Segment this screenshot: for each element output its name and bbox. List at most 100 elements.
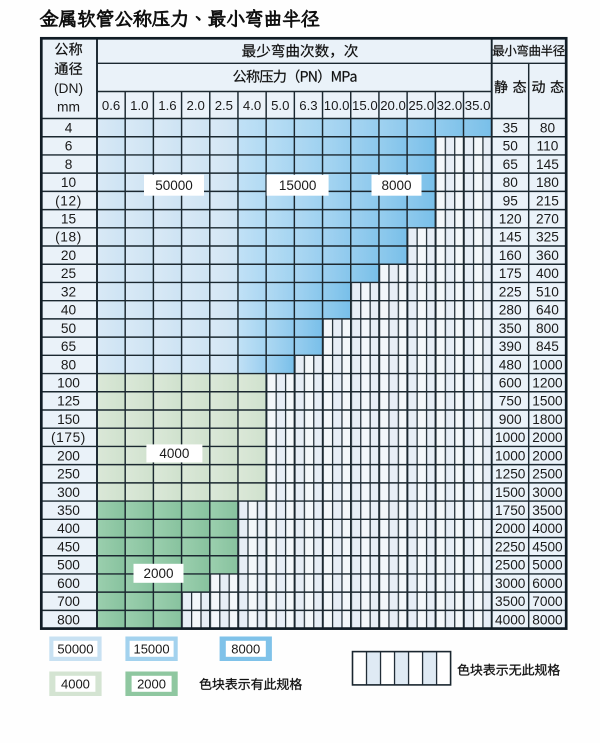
svg-text:4.0: 4.0	[243, 98, 261, 113]
svg-text:400: 400	[57, 521, 80, 536]
svg-text:400: 400	[536, 266, 559, 281]
svg-text:80: 80	[61, 357, 77, 372]
svg-text:50: 50	[61, 321, 77, 336]
svg-text:50000: 50000	[155, 178, 193, 193]
svg-text:95: 95	[503, 193, 519, 208]
svg-text:750: 750	[499, 394, 522, 409]
svg-text:390: 390	[499, 339, 522, 354]
svg-text:900: 900	[499, 412, 522, 427]
svg-text:25: 25	[61, 266, 77, 281]
svg-text:200: 200	[57, 448, 80, 463]
svg-text:7000: 7000	[532, 594, 563, 609]
svg-text:80: 80	[540, 120, 556, 135]
svg-text:10.0: 10.0	[324, 98, 350, 113]
svg-text:2000: 2000	[137, 676, 166, 691]
svg-text:1250: 1250	[495, 467, 526, 482]
svg-text:10: 10	[61, 175, 77, 190]
svg-text:(DN): (DN)	[54, 81, 83, 96]
svg-text:2000: 2000	[143, 566, 173, 581]
svg-text:(12): (12)	[55, 193, 82, 208]
svg-text:2250: 2250	[495, 539, 526, 554]
svg-text:1200: 1200	[532, 375, 563, 390]
svg-text:20.0: 20.0	[380, 98, 406, 113]
svg-text:0.6: 0.6	[102, 98, 120, 113]
svg-text:1.6: 1.6	[158, 98, 176, 113]
svg-text:175: 175	[499, 266, 522, 281]
svg-text:4000: 4000	[495, 612, 526, 627]
svg-text:8000: 8000	[381, 178, 411, 193]
svg-text:1000: 1000	[532, 357, 563, 372]
svg-text:180: 180	[536, 175, 559, 190]
svg-text:250: 250	[57, 467, 80, 482]
svg-text:5000: 5000	[532, 558, 563, 573]
svg-text:65: 65	[503, 157, 519, 172]
svg-text:1800: 1800	[532, 412, 563, 427]
svg-text:2.0: 2.0	[186, 98, 204, 113]
svg-text:6: 6	[65, 139, 73, 154]
svg-text:25.0: 25.0	[408, 98, 434, 113]
svg-text:1000: 1000	[495, 430, 526, 445]
svg-text:800: 800	[536, 321, 559, 336]
svg-text:20: 20	[61, 248, 77, 263]
svg-text:15.0: 15.0	[352, 98, 378, 113]
svg-text:350: 350	[499, 321, 522, 336]
svg-text:450: 450	[57, 539, 80, 554]
svg-text:500: 500	[57, 558, 80, 573]
svg-text:8: 8	[65, 157, 73, 172]
svg-text:120: 120	[499, 212, 522, 227]
svg-text:280: 280	[499, 303, 522, 318]
svg-text:35.0: 35.0	[465, 98, 491, 113]
svg-text:845: 845	[536, 339, 559, 354]
svg-text:1.0: 1.0	[130, 98, 148, 113]
svg-text:5.0: 5.0	[271, 98, 289, 113]
svg-text:300: 300	[57, 485, 80, 500]
svg-text:600: 600	[499, 375, 522, 390]
svg-text:510: 510	[536, 284, 559, 299]
svg-text:125: 125	[57, 394, 80, 409]
svg-text:4000: 4000	[61, 676, 90, 691]
svg-text:32: 32	[61, 284, 76, 299]
svg-text:325: 325	[536, 230, 559, 245]
svg-text:6000: 6000	[532, 576, 563, 591]
svg-text:1000: 1000	[495, 448, 526, 463]
svg-text:4000: 4000	[532, 521, 563, 536]
svg-text:80: 80	[503, 175, 519, 190]
svg-text:2000: 2000	[495, 521, 526, 536]
svg-text:160: 160	[499, 248, 522, 263]
svg-text:40: 40	[61, 303, 77, 318]
svg-text:145: 145	[536, 157, 559, 172]
svg-text:3500: 3500	[495, 594, 526, 609]
svg-text:(175): (175)	[51, 430, 86, 445]
svg-text:15: 15	[61, 212, 77, 227]
svg-text:2.5: 2.5	[215, 98, 233, 113]
svg-text:8000: 8000	[231, 641, 260, 656]
svg-text:100: 100	[57, 375, 80, 390]
svg-text:15000: 15000	[279, 178, 317, 193]
svg-text:4: 4	[65, 120, 73, 135]
svg-text:15000: 15000	[133, 641, 169, 656]
svg-text:3000: 3000	[532, 485, 563, 500]
svg-text:8000: 8000	[532, 612, 563, 627]
svg-text:2000: 2000	[532, 448, 563, 463]
svg-text:360: 360	[536, 248, 559, 263]
svg-text:1500: 1500	[495, 485, 526, 500]
svg-text:1500: 1500	[532, 394, 563, 409]
svg-text:4000: 4000	[159, 446, 189, 461]
svg-text:6.3: 6.3	[299, 98, 317, 113]
svg-text:215: 215	[536, 193, 559, 208]
svg-text:2500: 2500	[532, 467, 563, 482]
svg-text:4500: 4500	[532, 539, 563, 554]
svg-text:35: 35	[503, 120, 519, 135]
svg-text:150: 150	[57, 412, 80, 427]
svg-text:640: 640	[536, 303, 559, 318]
svg-text:600: 600	[57, 576, 80, 591]
svg-text:3500: 3500	[532, 503, 563, 518]
svg-text:mm: mm	[57, 100, 80, 115]
svg-text:110: 110	[537, 139, 559, 154]
svg-text:65: 65	[61, 339, 77, 354]
svg-text:32.0: 32.0	[437, 98, 463, 113]
svg-text:800: 800	[57, 612, 80, 627]
svg-text:270: 270	[536, 212, 559, 227]
svg-text:700: 700	[57, 594, 80, 609]
svg-text:145: 145	[499, 230, 522, 245]
